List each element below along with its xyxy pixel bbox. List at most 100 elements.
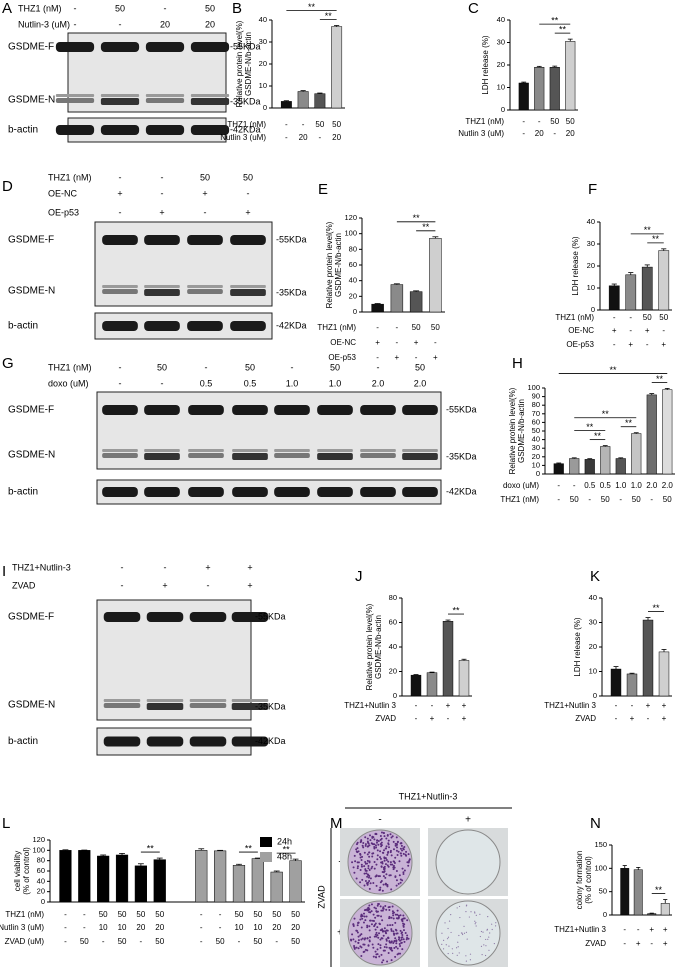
colony xyxy=(392,860,395,863)
colony xyxy=(367,876,370,879)
condition: 2.0 xyxy=(646,481,658,490)
colony xyxy=(377,843,380,846)
colony xyxy=(382,831,385,834)
blot-band xyxy=(232,405,268,415)
y-tick-label: 10 xyxy=(497,82,505,91)
panel-letter: J xyxy=(355,568,363,585)
colony xyxy=(390,929,393,932)
y-tick-label: 10 xyxy=(259,81,267,90)
blot-band xyxy=(103,612,141,622)
colony xyxy=(493,942,495,945)
colony xyxy=(369,877,372,880)
condition: - xyxy=(619,495,622,504)
condition: 10 xyxy=(253,923,262,932)
colony xyxy=(381,909,384,912)
error-bar xyxy=(374,303,381,305)
colony xyxy=(352,938,355,941)
condition-label: OE-p53 xyxy=(566,340,594,349)
colony xyxy=(443,939,445,942)
panel-letter: H xyxy=(512,355,523,372)
blot-band xyxy=(187,289,223,294)
y-tick-label: 10 xyxy=(587,283,595,292)
band-label: GSDME-F xyxy=(8,612,54,623)
colony xyxy=(363,884,366,887)
colony xyxy=(398,874,401,877)
colony xyxy=(359,856,362,859)
blot-condition: 2.0 xyxy=(372,378,385,388)
condition: 10 xyxy=(99,923,108,932)
condition: - xyxy=(588,495,591,504)
y-tick-label: 20 xyxy=(37,887,45,896)
colony xyxy=(379,946,382,949)
blot-condition: + xyxy=(245,207,250,217)
y-tick-label: 10 xyxy=(532,460,540,469)
colony xyxy=(397,850,400,853)
colony xyxy=(373,843,376,846)
blot-band xyxy=(144,453,180,460)
colony xyxy=(360,954,363,957)
colony xyxy=(404,853,407,856)
blot-band xyxy=(317,449,353,452)
blot-band xyxy=(317,405,353,415)
colony xyxy=(366,908,369,911)
error-bar xyxy=(645,617,651,621)
condition: 0.5 xyxy=(584,481,596,490)
band-label: GSDME-N xyxy=(8,450,55,461)
colony xyxy=(384,882,387,885)
condition: 50 xyxy=(332,120,341,129)
colony xyxy=(367,944,370,947)
y-tick-label: 0 xyxy=(41,897,45,906)
condition: - xyxy=(285,133,288,142)
blot-condition: - xyxy=(204,207,207,217)
blot-band xyxy=(274,405,310,415)
bar xyxy=(442,621,454,697)
colony xyxy=(385,859,388,862)
blot-condition: - xyxy=(121,562,124,572)
panel-letter: L xyxy=(2,815,10,832)
blot-condition: + xyxy=(159,207,164,217)
blot-condition: + xyxy=(202,188,207,198)
colony xyxy=(406,919,409,922)
colony xyxy=(355,929,358,932)
blot-band xyxy=(102,405,138,415)
blot-band xyxy=(231,612,269,622)
colony xyxy=(402,929,405,932)
colony xyxy=(385,837,388,840)
colony xyxy=(379,905,382,908)
y-axis-title: GSDME-N/b-actin xyxy=(374,615,383,679)
bar xyxy=(134,865,147,903)
blot-band xyxy=(187,235,223,245)
colony xyxy=(486,928,489,930)
blot-condition: - xyxy=(247,188,250,198)
colony xyxy=(396,846,399,849)
blot-condition-label: ZVAD xyxy=(12,580,36,590)
colony xyxy=(376,926,379,929)
condition-label: ZVAD xyxy=(575,714,596,723)
legend-label: 24h xyxy=(277,836,292,846)
y-axis-title: GSDME-N/b-actin xyxy=(244,32,253,96)
significance-label: ** xyxy=(652,603,660,613)
colony xyxy=(376,953,379,956)
condition: 50 xyxy=(431,323,440,332)
condition: - xyxy=(522,117,525,126)
condition: - xyxy=(629,313,632,322)
colony xyxy=(385,946,388,949)
colony xyxy=(361,915,364,918)
error-bar xyxy=(334,25,340,27)
colony xyxy=(395,917,398,920)
colony xyxy=(446,938,449,940)
colony xyxy=(355,848,358,851)
blot-band xyxy=(144,449,180,452)
colony xyxy=(401,934,404,937)
colony xyxy=(398,860,401,863)
colony xyxy=(387,936,390,939)
colony xyxy=(387,839,390,842)
colony xyxy=(364,868,367,871)
band-label: b-actin xyxy=(8,125,38,136)
error-bar xyxy=(236,863,242,866)
condition: - xyxy=(83,910,86,919)
colony xyxy=(388,909,391,912)
error-bar xyxy=(618,457,624,459)
significance-label: ** xyxy=(586,422,594,432)
condition: - xyxy=(302,120,305,129)
